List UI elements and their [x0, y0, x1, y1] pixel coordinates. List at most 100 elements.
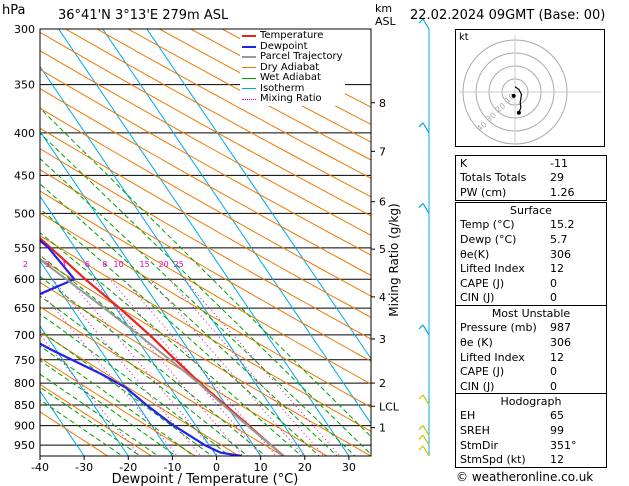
dry-adiabat-line — [40, 107, 371, 297]
isotherm-line — [40, 130, 262, 456]
pressure-tick-label: 850 — [14, 399, 35, 412]
mixing-ratio-labels: 12346810152025 — [23, 260, 184, 269]
height-tick-label: LCL — [379, 400, 400, 413]
profile-lines — [40, 236, 285, 456]
wind-barb — [422, 394, 430, 406]
pressure-unit-label: hPa — [2, 3, 26, 18]
index-value: 29 — [550, 171, 564, 185]
indices-panel: K -11 Totals Totals 29 PW (cm) 1.26 — [455, 155, 607, 201]
plot-frame — [39, 28, 372, 457]
index-row: Totals Totals 29 — [456, 171, 606, 186]
legend-entry: Dry Adiabat — [242, 62, 343, 74]
wind-barb-flag — [418, 445, 424, 451]
series-line — [40, 239, 242, 456]
legend-entry: Mixing Ratio — [242, 93, 343, 105]
dry-adiabat-line — [158, 29, 371, 143]
x-tick-label: 10 — [254, 461, 268, 474]
mixing-ratio-axis-label: Mixing Ratio (g/kg) — [387, 203, 401, 316]
surface-value: 12 — [550, 262, 564, 276]
surface-value: 5.7 — [550, 232, 568, 246]
mixing-ratio-label: 15 — [139, 260, 149, 269]
pressure-tick-label: 700 — [14, 329, 35, 342]
series-line — [40, 258, 285, 456]
mixing-ratio-label: 3 — [45, 260, 50, 269]
dry-adiabat-line — [40, 357, 197, 456]
legend-swatch — [242, 88, 256, 90]
wet-adiabat-line — [40, 157, 356, 456]
wind-barb-flag — [418, 434, 424, 440]
legend-label: Isotherm — [260, 82, 305, 94]
pressure-tick-label: 300 — [14, 23, 35, 36]
dry-adiabat-line — [40, 169, 371, 362]
wet-adiabat-line — [40, 295, 249, 456]
wet-adiabat-line — [40, 313, 231, 456]
pressure-tick-label: 350 — [14, 79, 35, 92]
pressure-tick-label: 550 — [14, 242, 35, 255]
hodo-label: SREH — [460, 423, 490, 437]
asl-label: ASL — [375, 15, 396, 28]
legend-swatch — [242, 98, 256, 100]
mu-label: CAPE (J) — [460, 365, 505, 379]
surface-panel: Surface Temp (°C) 15.2 Dewp (°C) 5.7 θe(K)… — [455, 202, 607, 307]
mu-value: 987 — [550, 321, 571, 335]
legend-label: Wet Adiabat — [260, 72, 321, 83]
most-unstable-title: Most Unstable — [491, 306, 571, 320]
isotherm-line — [102, 29, 371, 425]
wind-barb — [422, 445, 430, 457]
hodo-label: StmSpd (kt) — [460, 453, 526, 467]
surface-label: Dewp (°C) — [460, 232, 517, 246]
mu-value: 0 — [550, 379, 557, 393]
wind-barb-flag — [418, 202, 424, 208]
hodo-label: StmDir — [460, 438, 499, 452]
pressure-tick-label: 750 — [14, 354, 35, 367]
most-unstable-panel: Most Unstable Pressure (mb) 987 θe (K) 306… — [455, 305, 607, 395]
wind-barb-flag — [418, 18, 424, 24]
dry-adiabat-line — [40, 88, 371, 276]
wet-adiabat-line — [40, 329, 213, 456]
mu-value: 0 — [550, 365, 557, 379]
mixing-ratio-label: 2 — [23, 260, 28, 269]
index-label: K — [460, 156, 468, 170]
legend-swatch — [242, 35, 256, 38]
wind-barb-flag — [418, 425, 424, 430]
pressure-tick-label: 900 — [14, 420, 35, 433]
mu-value: 12 — [550, 350, 564, 364]
isotherm-line — [40, 325, 129, 456]
wind-barb — [422, 324, 430, 336]
hodo-value: 351° — [550, 438, 577, 452]
legend-entry: Wet Adiabat — [242, 72, 343, 84]
wet-adiabat-line — [40, 386, 141, 456]
mixing-ratio-label: 6 — [85, 260, 90, 269]
surface-value: 0 — [550, 276, 557, 290]
datetime-title: 22.02.2024 09GMT (Base: 00) — [410, 8, 606, 23]
mu-value: 306 — [550, 335, 571, 349]
x-tick-label: -20 — [119, 461, 137, 474]
hodograph-end-point — [516, 110, 521, 115]
pressure-tick-label: 800 — [14, 377, 35, 390]
pressure-tick-label: 650 — [14, 302, 35, 315]
dry-adiabat-line — [40, 190, 371, 385]
index-row: PW (cm) 1.26 — [456, 185, 606, 200]
mixing-ratio-line — [92, 278, 244, 456]
dry-adiabat-line — [64, 29, 371, 198]
surface-label: CAPE (J) — [460, 276, 505, 290]
height-tick-label: 6 — [379, 196, 386, 209]
x-tick-label: -40 — [31, 461, 49, 474]
legend-swatch — [242, 56, 256, 59]
legend-swatch — [242, 77, 256, 79]
mixing-ratio-label: 4 — [61, 260, 66, 269]
isotherm-line — [40, 65, 306, 456]
km-unit-label: km — [375, 2, 393, 15]
surface-label: Lifted Index — [460, 262, 525, 276]
hodo-label: EH — [460, 409, 476, 423]
legend: Temperature Dewpoint Parcel Trajectory D… — [240, 30, 345, 106]
hodograph-unit-label: kt — [459, 32, 469, 43]
hodograph-trace — [514, 86, 523, 114]
mixing-ratio-line — [52, 278, 202, 456]
isotherm-line — [40, 455, 41, 456]
wind-barb — [422, 203, 430, 214]
isotherm-line — [0, 0, 1, 464]
dry-adiabat-line — [40, 127, 371, 318]
legend-entry: Isotherm — [242, 82, 343, 95]
surface-value: 0 — [550, 291, 557, 305]
